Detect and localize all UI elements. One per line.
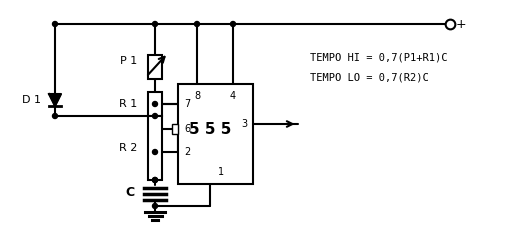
Circle shape [152, 177, 158, 182]
Bar [172, 124, 177, 134]
Text: 5 5 5: 5 5 5 [189, 121, 231, 137]
Circle shape [152, 177, 158, 182]
Bar [148, 116, 162, 180]
Text: 4: 4 [230, 91, 236, 101]
Polygon shape [49, 94, 61, 106]
Text: 1: 1 [218, 167, 224, 177]
Text: 3: 3 [241, 119, 248, 129]
Circle shape [230, 21, 236, 26]
Text: TEMPO HI = 0,7(P1+R1)C: TEMPO HI = 0,7(P1+R1)C [310, 52, 448, 62]
Text: 2: 2 [185, 147, 191, 157]
Circle shape [152, 113, 158, 118]
Circle shape [152, 204, 158, 208]
Text: D 1: D 1 [22, 95, 41, 105]
Text: R 2: R 2 [119, 143, 137, 153]
Text: 7: 7 [185, 99, 191, 109]
Bar [148, 55, 162, 79]
Circle shape [152, 102, 158, 107]
Text: P 1: P 1 [120, 56, 137, 66]
Text: C: C [126, 186, 135, 200]
Text: R 1: R 1 [119, 99, 137, 109]
Bar [148, 92, 162, 116]
Circle shape [53, 113, 58, 118]
Circle shape [53, 21, 58, 26]
Text: TEMPO LO = 0,7(R2)C: TEMPO LO = 0,7(R2)C [310, 72, 429, 82]
Circle shape [152, 21, 158, 26]
Text: 8: 8 [194, 91, 200, 101]
Circle shape [152, 149, 158, 154]
Circle shape [194, 21, 200, 26]
Text: 6: 6 [185, 124, 191, 134]
Bar [177, 84, 253, 184]
Text: +: + [456, 17, 466, 30]
